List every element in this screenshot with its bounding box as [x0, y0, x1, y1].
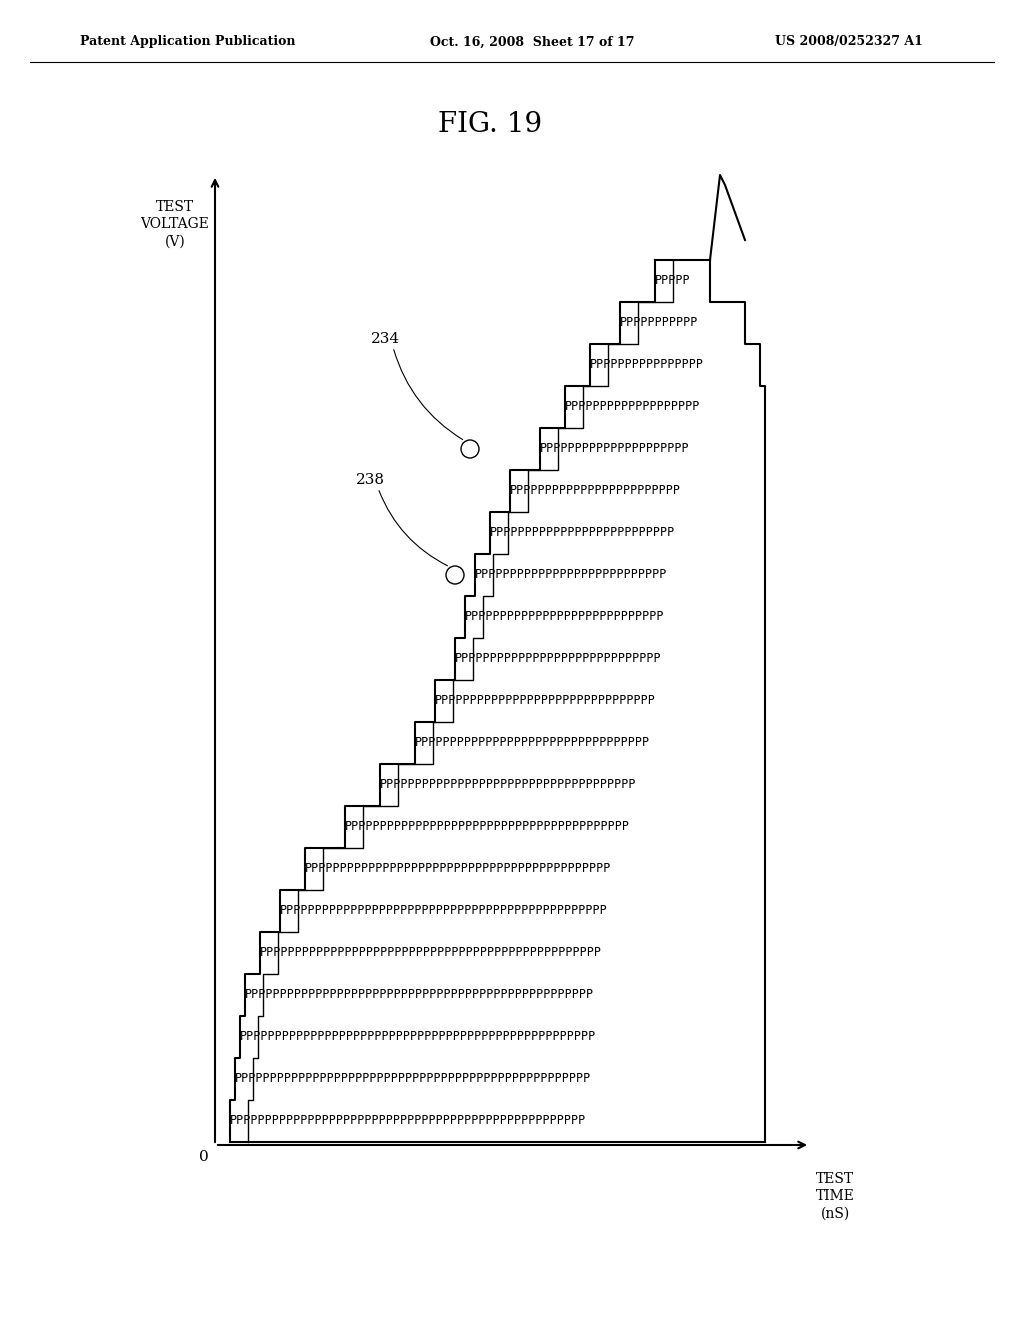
- Text: Oct. 16, 2008  Sheet 17 of 17: Oct. 16, 2008 Sheet 17 of 17: [430, 36, 635, 49]
- Text: PPPPPPPPPPPPPPPPPPPPPPPPPPPPPPPPPPPPPPPPPPPPPPPP: PPPPPPPPPPPPPPPPPPPPPPPPPPPPPPPPPPPPPPPP…: [260, 946, 602, 960]
- Text: PPPPPPPPPPP: PPPPPPPPPPP: [620, 317, 698, 330]
- Text: PPPPPPPPPPPPPPPPPPPPPPPPPPPPPPPPPPPPPPPPPPPPPPPPPP: PPPPPPPPPPPPPPPPPPPPPPPPPPPPPPPPPPPPPPPP…: [240, 1031, 596, 1044]
- Text: PPPPPPPPPPPPPPPPPPPPPPPPPPPPPPPPPPPP: PPPPPPPPPPPPPPPPPPPPPPPPPPPPPPPPPPPP: [380, 779, 637, 792]
- Text: 0: 0: [199, 1150, 209, 1164]
- Text: PPPPPPPPPPPPPPPPPPPPPPPPPPPPPPPPPPPPPPPPPPPPPPPPPP: PPPPPPPPPPPPPPPPPPPPPPPPPPPPPPPPPPPPPPPP…: [234, 1072, 591, 1085]
- Text: PPPPPPPPPPPPPPPPPPPPPPPPPPPP: PPPPPPPPPPPPPPPPPPPPPPPPPPPP: [465, 610, 665, 623]
- Text: PPPPPPPPPPPPPPPPPPPPPPPPPPPPPPPPP: PPPPPPPPPPPPPPPPPPPPPPPPPPPPPPPPP: [415, 737, 650, 750]
- Text: PPPPPPPPPPPPPPPPPPPPPPPPPP: PPPPPPPPPPPPPPPPPPPPPPPPPP: [490, 527, 675, 540]
- Text: PPPPPPPPPPPPPPPPPPPPP: PPPPPPPPPPPPPPPPPPPPP: [540, 442, 689, 455]
- Text: PPPPPPPPPPPPPPPPPPPPPPPPPPPPP: PPPPPPPPPPPPPPPPPPPPPPPPPPPPP: [455, 652, 662, 665]
- Text: PPPPPPPPPPPPPPPPPPPPPPPPPPPPPPPPPPPPPPPPPPP: PPPPPPPPPPPPPPPPPPPPPPPPPPPPPPPPPPPPPPPP…: [305, 862, 611, 875]
- Text: PPPPPPPPPPPPPPPPPPPPPPPPPPPPPPP: PPPPPPPPPPPPPPPPPPPPPPPPPPPPPPP: [435, 694, 656, 708]
- Text: US 2008/0252327 A1: US 2008/0252327 A1: [775, 36, 923, 49]
- Text: FIG. 19: FIG. 19: [438, 111, 542, 139]
- Text: PPPPPPPPPPPPPPPPPPP: PPPPPPPPPPPPPPPPPPP: [565, 400, 700, 413]
- Text: PPPPPPPPPPPPPPPPPPPPPPPP: PPPPPPPPPPPPPPPPPPPPPPPP: [510, 484, 681, 498]
- Text: PPPPP: PPPPP: [655, 275, 690, 288]
- Text: 238: 238: [355, 473, 384, 487]
- Text: PPPPPPPPPPPPPPPPPPPPPPPPPPPPPPPPPPPPPPPPPPPPPPPPP: PPPPPPPPPPPPPPPPPPPPPPPPPPPPPPPPPPPPPPPP…: [245, 989, 594, 1002]
- Text: Patent Application Publication: Patent Application Publication: [80, 36, 296, 49]
- Text: 234: 234: [371, 333, 399, 346]
- Text: PPPPPPPPPPPPPPPPPPPPPPPPPPPPPPPPPPPPPPPP: PPPPPPPPPPPPPPPPPPPPPPPPPPPPPPPPPPPPPPPP: [345, 821, 630, 833]
- Text: PPPPPPPPPPPPPPPP: PPPPPPPPPPPPPPPP: [590, 359, 705, 371]
- Text: TEST
VOLTAGE
(V): TEST VOLTAGE (V): [140, 201, 210, 248]
- Text: TEST
TIME
(nS): TEST TIME (nS): [815, 1172, 854, 1221]
- Text: PPPPPPPPPPPPPPPPPPPPPPPPPPPPPPPPPPPPPPPPPPPPPP: PPPPPPPPPPPPPPPPPPPPPPPPPPPPPPPPPPPPPPPP…: [280, 904, 608, 917]
- Text: PPPPPPPPPPPPPPPPPPPPPPPPPPPPPPPPPPPPPPPPPPPPPPPPPP: PPPPPPPPPPPPPPPPPPPPPPPPPPPPPPPPPPPPPPPP…: [230, 1114, 587, 1127]
- Text: PPPPPPPPPPPPPPPPPPPPPPPPPPP: PPPPPPPPPPPPPPPPPPPPPPPPPPP: [475, 569, 668, 582]
